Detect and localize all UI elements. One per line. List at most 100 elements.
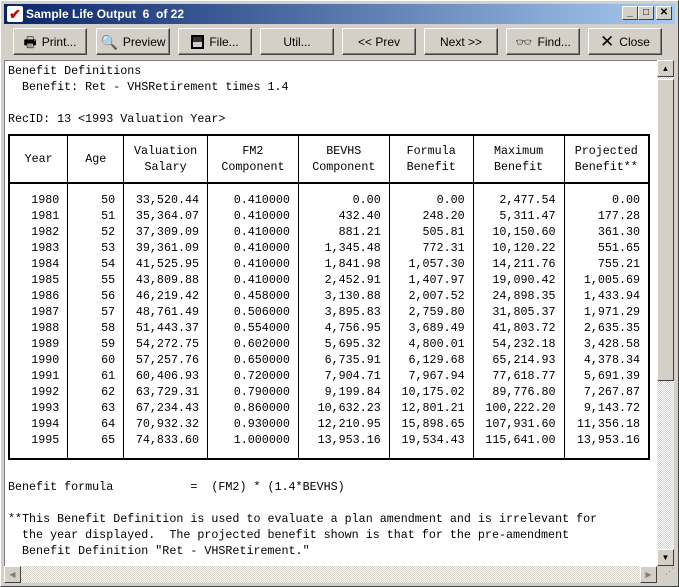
table-cell: 7,967.94 [388, 368, 474, 384]
table-cell: 11,356.18 [563, 416, 649, 432]
table-row: 1989 59 54,272.75 0.602000 5,695.32 4,800.01 5… [9, 336, 649, 352]
preview-button[interactable]: 🔍 Preview [96, 28, 170, 55]
table-cell: 1992 [31, 385, 60, 399]
scroll-up-button[interactable]: ▲ [657, 60, 674, 77]
scroll-down-button[interactable]: ▼ [657, 549, 674, 566]
table-cell: 0.790000 [207, 384, 299, 400]
table-cell: 15,898.65 [388, 416, 474, 432]
table-cell: 55 [67, 272, 124, 288]
minimize-button[interactable]: _ [622, 6, 638, 20]
table-cell: 1982 [31, 225, 60, 239]
column-header: BEVHS Component [297, 135, 390, 184]
table-cell: 1980 [31, 193, 60, 207]
table-cell: 70,932.32 [123, 416, 208, 432]
table-cell: 432.40 [297, 208, 390, 224]
next-button[interactable]: Next >> [424, 28, 498, 55]
table-cell: 0.602000 [207, 336, 299, 352]
table-cell: 31,805.37 [472, 304, 565, 320]
table-cell: 9,199.84 [297, 384, 390, 400]
table-cell: 10,120.22 [472, 240, 565, 256]
table-cell: 35,364.07 [123, 208, 208, 224]
column-header-line: Benefit [406, 160, 456, 174]
table-cell: 361.30 [563, 224, 649, 240]
scroll-left-button[interactable]: ◀ [4, 566, 21, 583]
table-cell: 4,756.95 [297, 320, 390, 336]
prev-label: << Prev [357, 34, 401, 49]
prev-button[interactable]: << Prev [342, 28, 416, 55]
table-cell: 50 [67, 183, 124, 208]
record-id: RecID: 13 <1993 Valuation Year> [8, 112, 226, 126]
file-button[interactable]: File... [178, 28, 252, 55]
binoculars-icon: 👓 [515, 33, 533, 50]
table-cell: 1981 [31, 209, 60, 223]
table-cell: 1,841.98 [297, 256, 390, 272]
print-button[interactable]: 🖶 Print... [13, 28, 87, 55]
table-cell: 19,534.43 [388, 432, 474, 459]
table-cell: 0.458000 [207, 288, 299, 304]
table-cell: 1988 [31, 321, 60, 335]
table-cell: 5,695.32 [297, 336, 390, 352]
table-cell: 1984 [31, 257, 60, 271]
footnote-line-1: **This Benefit Definition is used to eva… [8, 512, 598, 526]
column-header: Maximum Benefit [472, 135, 565, 184]
preview-label: Preview [122, 34, 166, 49]
table-cell: 67,234.43 [123, 400, 208, 416]
table-cell: 248.20 [388, 208, 474, 224]
find-button[interactable]: 👓 Find... [506, 28, 580, 55]
table-cell: 65,214.93 [472, 352, 565, 368]
table-cell: 5,691.39 [563, 368, 649, 384]
printer-icon: 🖶 [23, 33, 37, 50]
table-cell: 39,361.09 [123, 240, 208, 256]
table-cell: 52 [67, 224, 124, 240]
table-cell: 2,452.91 [297, 272, 390, 288]
table-cell: 58 [67, 320, 124, 336]
table-cell: 6,129.68 [388, 352, 474, 368]
column-header-line: Formula [406, 144, 456, 158]
resize-grip-icon[interactable]: ⋰ [657, 566, 674, 583]
column-header-line: Age [85, 152, 107, 166]
close-button[interactable]: ✕ Close [588, 28, 662, 55]
column-header-line: Benefit** [574, 160, 638, 174]
scroll-thumb[interactable] [657, 79, 674, 381]
table-cell: 0.554000 [207, 320, 299, 336]
table-cell: 881.21 [297, 224, 390, 240]
table-cell: 0.650000 [207, 352, 299, 368]
table-cell: 551.65 [563, 240, 649, 256]
table-cell: 1995 [31, 433, 60, 447]
column-header-line: Projected [574, 144, 638, 158]
table-cell: 7,267.87 [563, 384, 649, 400]
app-logo-icon: ✔ [7, 6, 23, 22]
table-cell: 0.00 [563, 183, 649, 208]
table-cell: 1987 [31, 305, 60, 319]
table-cell: 9,143.72 [563, 400, 649, 416]
table-cell: 60 [67, 352, 124, 368]
column-header: Projected Benefit** [563, 135, 649, 184]
horizontal-scrollbar[interactable]: ◀ ▶ [4, 566, 657, 583]
table-cell: 6,735.91 [297, 352, 390, 368]
table-cell: 1994 [31, 417, 60, 431]
table-row: 1992 62 63,729.31 0.790000 9,199.84 10,175.02… [9, 384, 649, 400]
maximize-button[interactable]: □ [638, 6, 654, 20]
report-heading: Benefit Definitions [8, 64, 142, 78]
table-cell: 46,219.42 [123, 288, 208, 304]
vertical-scrollbar[interactable]: ▲ ▼ [657, 60, 674, 566]
column-header-line: Benefit [494, 160, 544, 174]
table-cell: 77,618.77 [472, 368, 565, 384]
scroll-right-button[interactable]: ▶ [640, 566, 657, 583]
table-cell: 107,931.60 [472, 416, 565, 432]
column-header-line: Maximum [494, 144, 544, 158]
close-window-button[interactable]: ✕ [656, 6, 672, 20]
table-cell: 100,222.20 [472, 400, 565, 416]
title-bar[interactable]: ✔ Sample Life Output 6 of 22 _ □ ✕ [4, 4, 675, 24]
table-cell: 1986 [31, 289, 60, 303]
table-cell: 48,761.49 [123, 304, 208, 320]
table-cell: 2,635.35 [563, 320, 649, 336]
column-header-line: Component [221, 160, 285, 174]
table-cell: 1991 [31, 369, 60, 383]
table-cell: 63,729.31 [123, 384, 208, 400]
table-cell: 13,953.16 [297, 432, 390, 459]
table-cell: 1985 [31, 273, 60, 287]
benefit-table: Year Age Valuation Salary FM2 Component BEVHS C… [8, 134, 650, 460]
util-button[interactable]: Util... [260, 28, 334, 55]
table-row: 1985 55 43,809.88 0.410000 2,452.91 1,407.97 1… [9, 272, 649, 288]
